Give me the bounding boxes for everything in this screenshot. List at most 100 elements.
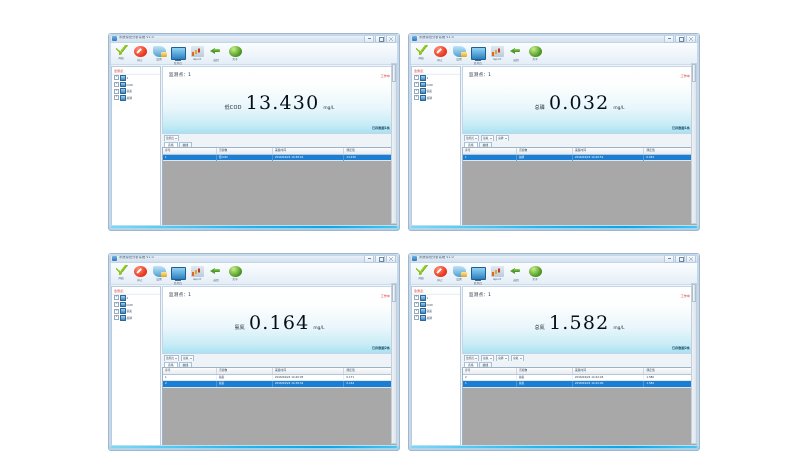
tab-表格[interactable]: 表格 xyxy=(464,141,478,147)
tab-曲线[interactable]: 曲线 xyxy=(178,141,193,147)
expander-icon[interactable]: + xyxy=(414,95,419,101)
column-header-2[interactable]: 采集时间 xyxy=(273,368,345,374)
maximize-button[interactable] xyxy=(375,35,385,43)
vertical-scrollbar[interactable] xyxy=(391,63,397,224)
tree-item-0[interactable]: +1 xyxy=(112,295,160,302)
tree-item-3[interactable]: + 总磷 xyxy=(412,95,460,102)
tree-item-3[interactable]: + 总磷 xyxy=(112,315,160,322)
table-row[interactable]: 1 总磷 2016/04/24 14:40:51 0.032 xyxy=(463,154,696,161)
window-controls[interactable] xyxy=(664,255,696,263)
title-bar[interactable]: 水质综合分析系统 v1.0 xyxy=(409,34,699,43)
tree-item-2[interactable]: + 氨氮 xyxy=(412,308,460,315)
toolbar-button-about[interactable]: 关于 xyxy=(227,265,243,281)
toolbar-button-check[interactable]: 开始 xyxy=(113,45,129,60)
expander-icon[interactable]: + xyxy=(414,302,419,308)
column-header-3[interactable]: 测定值 xyxy=(344,368,396,374)
toolbar-button-stop[interactable]: 停止 xyxy=(132,265,148,282)
tree-item-2[interactable]: + 氨氮 xyxy=(112,308,160,315)
column-header-3[interactable]: 测定值 xyxy=(344,148,396,154)
column-header-1[interactable]: 污染物 xyxy=(217,148,273,154)
expander-icon[interactable]: + xyxy=(114,82,119,88)
expander-icon[interactable]: + xyxy=(414,315,419,321)
chevron-down-icon[interactable] xyxy=(520,357,523,359)
expander-icon[interactable]: + xyxy=(114,95,119,101)
window-controls[interactable] xyxy=(364,255,396,263)
monitor-point-tree[interactable]: 监测点： +1 + COD + 氨氮 + 总磷 xyxy=(411,66,461,230)
expander-icon[interactable]: + xyxy=(114,75,119,81)
monitor-point-tree[interactable]: 监测点： +1 + COD + 氨氮 + 总磷 xyxy=(111,66,161,230)
vertical-scrollbar[interactable] xyxy=(691,63,697,224)
toolbar-button-monitor[interactable]: 监测点 xyxy=(470,45,486,65)
data-grid[interactable]: 序号 污染物 采集时间 测定值 1 氨氮 2016/04/24 14:40:05 0.171 2… xyxy=(162,367,397,450)
tree-item-3[interactable]: + 总磷 xyxy=(412,315,460,322)
toolbar-button-back-arrow[interactable]: 返回 xyxy=(208,265,224,282)
table-row[interactable]: 1 氨氮 2016/04/24 14:40:05 0.171 xyxy=(163,374,396,381)
close-button[interactable] xyxy=(386,255,396,263)
toolbar-button-chart[interactable]: report xyxy=(189,45,205,61)
table-row[interactable]: 2 氨氮 2016/04/24 14:38:44 0.164 xyxy=(163,381,396,388)
tree-item-0[interactable]: +1 xyxy=(112,75,160,82)
chevron-down-icon[interactable] xyxy=(175,137,178,139)
tab-曲线[interactable]: 曲线 xyxy=(178,361,193,367)
scrollbar-thumb[interactable] xyxy=(392,284,396,302)
window-nh3n[interactable]: 水质综合分析系统 v1.0 开始 停止 设置 监测点 report 返回 关于 监测点： +1 + C… xyxy=(108,253,400,451)
vertical-scrollbar[interactable] xyxy=(691,283,697,444)
tree-item-0[interactable]: +1 xyxy=(412,295,460,302)
column-header-0[interactable]: 序号 xyxy=(463,368,517,374)
minimize-button[interactable] xyxy=(664,255,674,263)
toolbar-button-about[interactable]: 关于 xyxy=(527,45,543,61)
tab-表格[interactable]: 表格 xyxy=(164,141,178,147)
column-header-0[interactable]: 序号 xyxy=(163,148,217,154)
expander-icon[interactable]: + xyxy=(414,75,419,81)
column-header-0[interactable]: 序号 xyxy=(163,368,217,374)
tab-表格[interactable]: 表格 xyxy=(464,361,478,367)
minimize-button[interactable] xyxy=(664,35,674,43)
window-cod[interactable]: 水质综合分析系统 v1.0 开始 停止 设置 监测点 report 返回 关于 监测点： +1 + C… xyxy=(108,33,400,231)
toolbar-button-about[interactable]: 关于 xyxy=(227,45,243,61)
expander-icon[interactable]: + xyxy=(114,295,119,301)
vertical-scrollbar[interactable] xyxy=(391,283,397,444)
scrollbar-thumb[interactable] xyxy=(692,64,696,82)
title-bar[interactable]: 水质综合分析系统 v1.0 xyxy=(409,254,699,263)
toolbar-button-back-arrow[interactable]: 返回 xyxy=(508,265,524,282)
window-controls[interactable] xyxy=(364,35,396,43)
toolbar-button-back-arrow[interactable]: 返回 xyxy=(508,45,524,62)
toolbar-button-stop[interactable]: 停止 xyxy=(432,45,448,62)
expander-icon[interactable]: + xyxy=(414,308,419,314)
data-grid[interactable]: 序号 污染物 采集时间 测定值 1 低COD 2016/04/24 14:38:01 13.4… xyxy=(162,147,397,230)
column-header-1[interactable]: 污染物 xyxy=(517,148,573,154)
tree-item-2[interactable]: + 氨氮 xyxy=(412,88,460,95)
column-header-1[interactable]: 污染物 xyxy=(217,368,273,374)
tab-表格[interactable]: 表格 xyxy=(164,361,178,367)
close-button[interactable] xyxy=(686,35,696,43)
toolbar-button-check[interactable]: 开始 xyxy=(113,265,129,280)
toolbar-button-check[interactable]: 开始 xyxy=(413,45,429,60)
toolbar-button-chart[interactable]: report xyxy=(489,265,505,281)
tab-曲线[interactable]: 曲线 xyxy=(478,141,493,147)
table-row[interactable]: 1 低COD 2016/04/24 14:38:01 13.430 xyxy=(163,154,396,161)
chevron-down-icon[interactable] xyxy=(490,357,493,359)
tree-item-1[interactable]: + COD xyxy=(412,301,460,308)
column-header-2[interactable]: 采集时间 xyxy=(573,368,645,374)
close-button[interactable] xyxy=(686,255,696,263)
tab-曲线[interactable]: 曲线 xyxy=(478,361,493,367)
column-header-3[interactable]: 测定值 xyxy=(644,368,696,374)
column-header-3[interactable]: 测定值 xyxy=(644,148,696,154)
monitor-point-tree[interactable]: 监测点： +1 + COD + 氨氮 + 总磷 xyxy=(411,286,461,450)
title-bar[interactable]: 水质综合分析系统 v1.0 xyxy=(109,254,399,263)
toolbar-button-chart[interactable]: report xyxy=(489,45,505,61)
scrollbar-thumb[interactable] xyxy=(392,64,396,82)
chevron-down-icon[interactable] xyxy=(505,137,508,139)
window-tp[interactable]: 水质综合分析系统 v1.0 开始 停止 设置 监测点 report 返回 关于 监测点： +1 + C… xyxy=(408,33,700,231)
column-header-1[interactable]: 污染物 xyxy=(517,368,573,374)
close-button[interactable] xyxy=(386,35,396,43)
expander-icon[interactable]: + xyxy=(414,88,419,94)
table-row[interactable]: 2 总氮 2016/04/24 14:42:26 1.580 xyxy=(463,374,696,381)
chevron-down-icon[interactable] xyxy=(505,357,508,359)
toolbar-button-check[interactable]: 开始 xyxy=(413,265,429,280)
window-tn[interactable]: 水质综合分析系统 v1.0 开始 停止 设置 监测点 report 返回 关于 监测点： +1 + C… xyxy=(408,253,700,451)
scrollbar-thumb[interactable] xyxy=(692,284,696,302)
expander-icon[interactable]: + xyxy=(414,295,419,301)
tree-item-2[interactable]: + 氨氮 xyxy=(112,88,160,95)
toolbar-button-gear[interactable]: 设置 xyxy=(451,265,467,281)
